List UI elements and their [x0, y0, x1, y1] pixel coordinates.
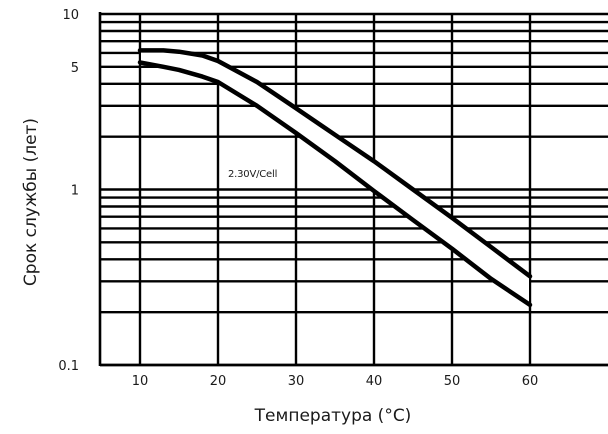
- x-tick-label-40: 40: [366, 374, 383, 389]
- upper-life-curve: [137, 48, 533, 279]
- y-tick-label-5: 5: [71, 61, 79, 76]
- y-tick-label-1: 1: [71, 184, 79, 199]
- lower-life-curve: [137, 60, 533, 308]
- x-tick-label-60: 60: [522, 374, 539, 389]
- x-tick-label-50: 50: [444, 374, 461, 389]
- x-tick-label-10: 10: [132, 374, 149, 389]
- band-layer: [137, 48, 533, 308]
- voltage-annotation: 2.30V/Cell: [228, 169, 277, 180]
- ticks-layer: 10 20 30 40 50 60 10 5 1 0.1: [58, 8, 538, 389]
- x-tick-label-30: 30: [288, 374, 305, 389]
- y-tick-label-10: 10: [62, 8, 79, 23]
- y-tick-label-0.1: 0.1: [58, 359, 79, 374]
- y-axis-title: Срок службы (лет): [21, 118, 41, 286]
- grid-layer: [98, 12, 608, 367]
- x-axis-title: Температура (°C): [254, 406, 412, 426]
- x-tick-label-20: 20: [210, 374, 227, 389]
- life-band-fill: [140, 50, 530, 305]
